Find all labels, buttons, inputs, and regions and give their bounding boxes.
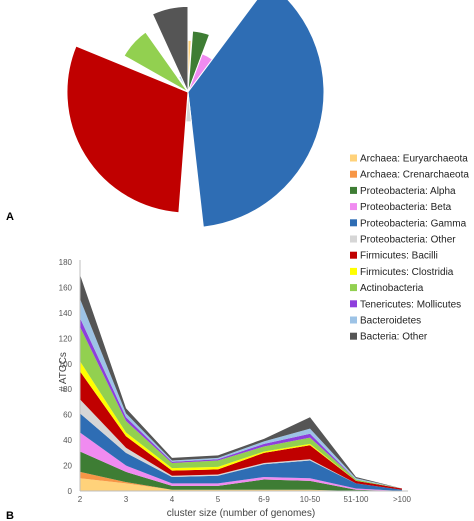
legend-swatch-archaea-crenarchaeota xyxy=(350,170,357,178)
legend-label-proteobacteria-other: Proteobacteria: Other xyxy=(360,235,456,246)
legend-swatch-firmicutes-clostridia xyxy=(350,267,357,275)
pie-wedge-bacteria-other xyxy=(151,5,189,93)
legend-label-archaea-euryarchaeota: Archaea: Euryarchaeota xyxy=(360,154,468,165)
area-series-bacteria-other xyxy=(80,274,402,489)
x-tick-label-4-2: 4 xyxy=(170,495,175,504)
legend-swatch-proteobacteria-beta xyxy=(350,203,357,211)
legend-swatch-proteobacteria-other xyxy=(350,235,357,243)
stacked-area-chart xyxy=(80,274,402,491)
legend-swatch-firmicutes-bacilli xyxy=(350,251,357,259)
legend-label-bacteria-other: Bacteria: Other xyxy=(360,332,428,343)
pie-wedge-proteobacteria-gamma xyxy=(187,0,325,228)
legend-label-proteobacteria-gamma: Proteobacteria: Gamma xyxy=(360,218,467,229)
x-tick-label-2-0: 2 xyxy=(78,495,83,504)
y-tick-label-40: 40 xyxy=(63,436,72,445)
panel-label-a: A xyxy=(6,211,14,223)
legend: Archaea: Euryarchaeota Archaea: Crenarcha… xyxy=(350,154,469,343)
area-chart-axes: # ATGCs cluster size (number of genomes)… xyxy=(58,258,412,519)
legend-label-bacteroidetes: Bacteroidetes xyxy=(360,316,421,327)
area-series-archaea-euryarchaeota xyxy=(80,478,402,491)
legend-swatch-bacteria-other xyxy=(350,332,357,340)
legend-label-proteobacteria-alpha: Proteobacteria: Alpha xyxy=(360,186,456,197)
x-axis-title: cluster size (number of genomes) xyxy=(167,508,315,519)
area-series-proteobacteria-gamma xyxy=(80,413,402,491)
legend-label-actinobacteria: Actinobacteria xyxy=(360,283,424,294)
y-tick-label-160: 160 xyxy=(59,283,73,292)
x-tick-label-6-9-4: 6-9 xyxy=(258,495,270,504)
x-tick-label-100-7: >100 xyxy=(393,495,412,504)
area-series-firmicutes-bacilli xyxy=(80,371,402,490)
y-tick-label-120: 120 xyxy=(59,334,73,343)
legend-swatch-proteobacteria-gamma xyxy=(350,219,357,227)
area-series-tenericutes-mollicutes xyxy=(80,317,402,489)
legend-label-firmicutes-bacilli: Firmicutes: Bacilli xyxy=(360,251,438,262)
legend-label-archaea-crenarchaeota: Archaea: Crenarchaeota xyxy=(360,170,469,181)
pie-wedge-actinobacteria xyxy=(123,31,189,93)
legend-swatch-proteobacteria-alpha xyxy=(350,186,357,194)
panel-label-b: B xyxy=(6,510,14,521)
x-tick-label-51-100-6: 51-100 xyxy=(344,495,369,504)
area-series-bacteroidetes xyxy=(80,298,402,489)
legend-swatch-tenericutes-mollicutes xyxy=(350,300,357,308)
y-tick-label-180: 180 xyxy=(59,258,73,267)
legend-swatch-archaea-euryarchaeota xyxy=(350,154,357,162)
polar-area-chart xyxy=(66,0,325,228)
x-tick-label-3-1: 3 xyxy=(124,495,129,504)
legend-label-firmicutes-clostridia: Firmicutes: Clostridia xyxy=(360,267,454,278)
x-tick-label-10-50-5: 10-50 xyxy=(300,495,321,504)
y-tick-label-20: 20 xyxy=(63,462,72,471)
legend-label-tenericutes-mollicutes: Tenericutes: Mollicutes xyxy=(360,299,461,310)
y-tick-label-140: 140 xyxy=(59,309,73,318)
area-series-proteobacteria-alpha xyxy=(80,451,402,491)
legend-label-proteobacteria-beta: Proteobacteria: Beta xyxy=(360,202,452,213)
y-tick-label-60: 60 xyxy=(63,411,72,420)
y-tick-label-80: 80 xyxy=(63,385,72,394)
legend-swatch-bacteroidetes xyxy=(350,316,357,324)
x-tick-label-5-3: 5 xyxy=(216,495,221,504)
y-tick-label-0: 0 xyxy=(68,487,73,496)
legend-swatch-actinobacteria xyxy=(350,284,357,292)
y-tick-label-100: 100 xyxy=(59,360,73,369)
pie-wedge-firmicutes-bacilli xyxy=(66,45,189,214)
y-axis-title: # ATGCs xyxy=(58,352,69,392)
